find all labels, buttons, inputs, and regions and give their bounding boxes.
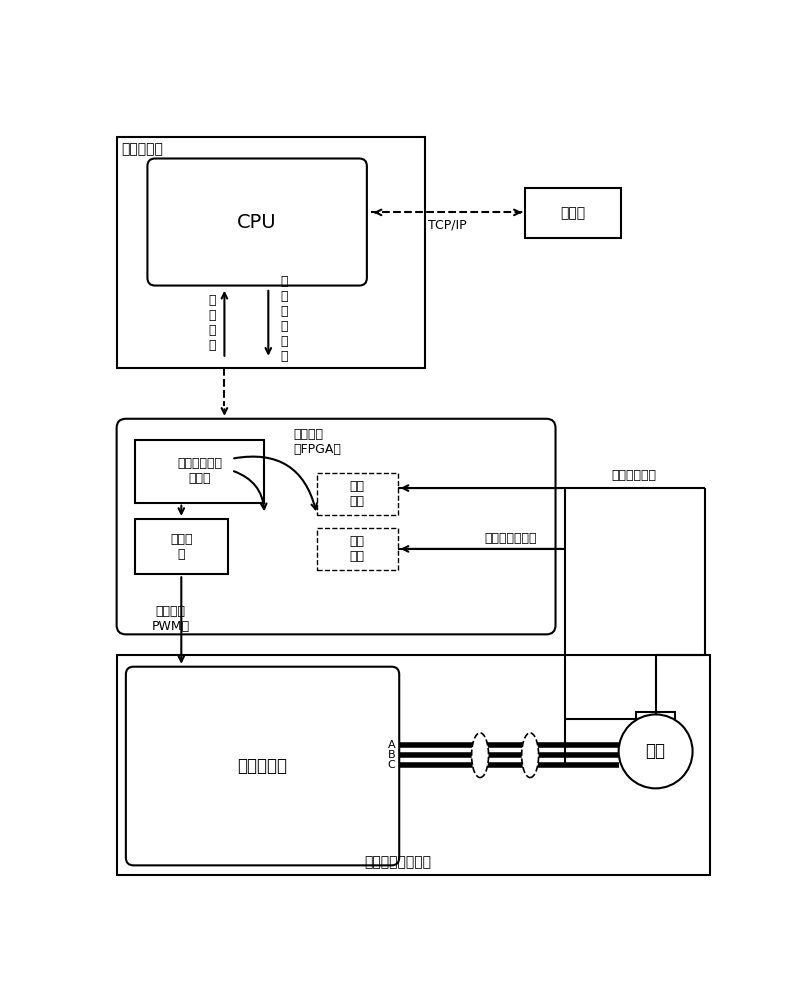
FancyBboxPatch shape xyxy=(126,667,399,865)
Text: TCP/IP: TCP/IP xyxy=(429,218,467,231)
Bar xyxy=(317,473,397,515)
Text: 电压、电流信号: 电压、电流信号 xyxy=(484,532,537,545)
Text: 电机功率驱动模块: 电机功率驱动模块 xyxy=(364,855,431,869)
Text: 电机驱动
PWM波: 电机驱动 PWM波 xyxy=(152,605,189,633)
Text: B: B xyxy=(388,750,395,760)
Text: A: A xyxy=(388,740,395,750)
Ellipse shape xyxy=(472,733,488,778)
Text: 调制模
块: 调制模 块 xyxy=(170,533,193,561)
Text: 反
馈
信
号: 反 馈 信 号 xyxy=(209,294,216,352)
Text: 电机变频器: 电机变频器 xyxy=(238,757,288,775)
Bar xyxy=(117,655,709,875)
Text: 实时仿真机: 实时仿真机 xyxy=(121,142,163,156)
Bar xyxy=(117,137,425,368)
Bar xyxy=(135,519,227,574)
Bar xyxy=(637,712,675,726)
Text: C: C xyxy=(388,760,396,770)
FancyBboxPatch shape xyxy=(147,158,367,286)
Bar xyxy=(135,440,264,503)
Text: 控制芯片
（FPGA）: 控制芯片 （FPGA） xyxy=(293,428,342,456)
Text: 电机: 电机 xyxy=(646,742,666,760)
Text: 目
标
控
制
信
号: 目 标 控 制 信 号 xyxy=(280,275,288,363)
Text: 上位机: 上位机 xyxy=(560,206,585,220)
Bar xyxy=(525,188,621,238)
Bar xyxy=(317,528,397,570)
Circle shape xyxy=(619,714,692,788)
Text: CPU: CPU xyxy=(237,213,277,232)
Text: 解码
模块: 解码 模块 xyxy=(350,480,365,508)
FancyBboxPatch shape xyxy=(117,419,555,634)
Ellipse shape xyxy=(521,733,538,778)
Text: 电机转速信号: 电机转速信号 xyxy=(612,469,657,482)
Text: 设备通讯与保
护模块: 设备通讯与保 护模块 xyxy=(177,457,222,485)
Text: 滤波
模块: 滤波 模块 xyxy=(350,535,365,563)
